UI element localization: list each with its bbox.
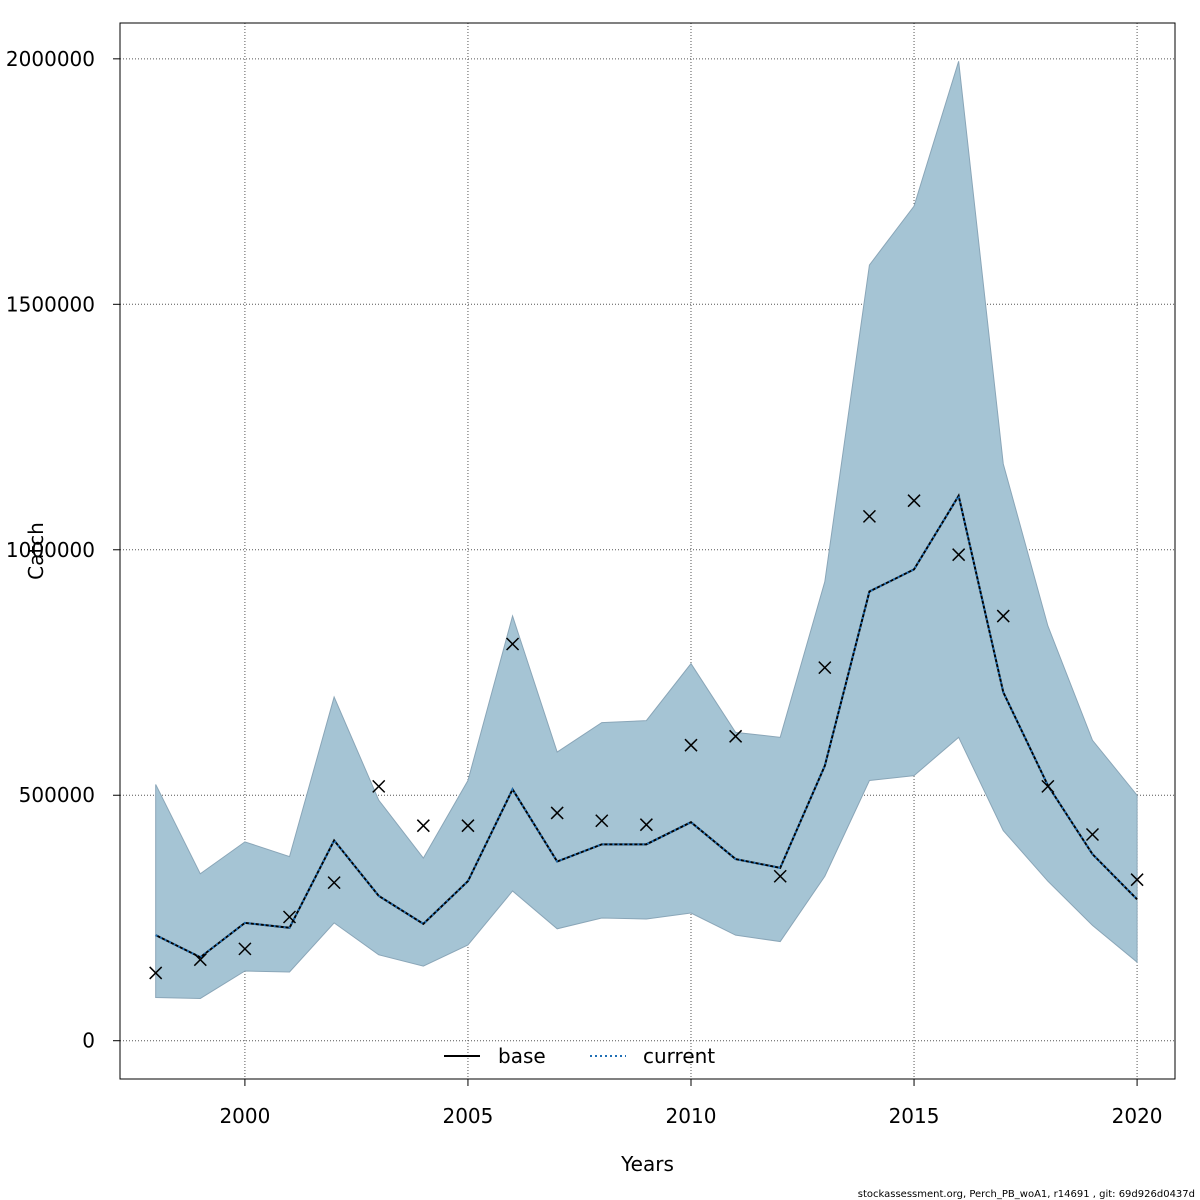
x-tick-label: 2015 xyxy=(889,1104,940,1128)
y-tick-label: 1500000 xyxy=(6,292,95,316)
observation-marker-stroke xyxy=(952,548,966,562)
observation-marker-stroke xyxy=(639,818,653,832)
observation-marker-stroke xyxy=(550,806,564,820)
observation-marker xyxy=(550,806,564,820)
y-axis: 0 500000 1000000 1500000 2000000 xyxy=(6,47,120,1053)
observation-marker-stroke xyxy=(461,819,475,833)
observation-marker-stroke xyxy=(907,494,921,508)
observation-marker-stroke xyxy=(416,819,430,833)
observation-marker xyxy=(773,869,787,883)
observation-marker-stroke xyxy=(729,729,743,743)
observation-marker-stroke xyxy=(684,738,698,752)
observation-marker-stroke xyxy=(996,609,1010,623)
x-tick-label: 2005 xyxy=(442,1104,493,1128)
observation-marker xyxy=(862,509,876,523)
y-axis-title: Catch xyxy=(24,522,48,580)
observation-marker xyxy=(149,966,163,980)
observation-marker-stroke xyxy=(818,661,832,675)
observation-marker-stroke xyxy=(1041,779,1055,793)
observation-marker xyxy=(372,779,386,793)
observation-marker-stroke xyxy=(862,509,876,523)
observation-marker xyxy=(952,548,966,562)
observation-marker xyxy=(238,942,252,956)
x-axis-title: Years xyxy=(620,1152,674,1176)
observation-marker xyxy=(1085,827,1100,842)
observation-marker xyxy=(461,819,475,833)
observation-marker xyxy=(193,953,207,967)
observation-marker xyxy=(996,609,1010,623)
observation-marker xyxy=(1041,779,1055,793)
observation-marker-stroke xyxy=(193,953,207,967)
observation-marker-stroke xyxy=(282,910,297,924)
observation-marker-stroke xyxy=(372,779,386,793)
observation-marker-stroke xyxy=(149,966,163,980)
plot-frame xyxy=(119,22,1176,1080)
series-line-current xyxy=(155,493,1138,959)
observation-marker xyxy=(729,729,743,743)
observation-marker xyxy=(282,910,297,924)
observation-marker-stroke xyxy=(595,814,609,828)
observation-marker xyxy=(506,637,520,651)
confidence-band xyxy=(155,61,1138,999)
observation-marker-stroke xyxy=(773,869,787,883)
observation-marker xyxy=(327,876,341,890)
observation-markers xyxy=(149,494,1144,980)
observation-marker xyxy=(1130,873,1144,887)
observation-marker-stroke xyxy=(1130,873,1144,887)
y-tick-label: 1000000 xyxy=(6,538,95,562)
y-tick-label: 0 xyxy=(82,1029,95,1053)
y-tick-label: 2000000 xyxy=(6,47,95,71)
observation-marker-stroke xyxy=(327,876,341,890)
observation-marker xyxy=(907,494,921,508)
y-tick-label: 500000 xyxy=(19,783,95,807)
x-tick-label: 2000 xyxy=(219,1104,270,1128)
legend-current-label: current xyxy=(643,1044,715,1068)
legend: base current xyxy=(444,1044,715,1068)
observation-marker-stroke xyxy=(1085,827,1100,842)
observation-marker xyxy=(595,814,609,828)
observation-marker-stroke xyxy=(506,637,520,651)
footer-note: stockassessment.org, Perch_PB_woA1, r146… xyxy=(858,1189,1195,1200)
x-axis: 2000 2005 2010 2015 2020 xyxy=(219,1079,1163,1128)
observation-marker xyxy=(684,738,698,752)
legend-base-label: base xyxy=(498,1044,546,1068)
observation-marker-stroke xyxy=(238,942,252,956)
observation-marker xyxy=(818,661,832,675)
series-layer xyxy=(155,493,1138,959)
x-tick-label: 2010 xyxy=(666,1104,717,1128)
observation-marker xyxy=(416,819,430,833)
observation-marker xyxy=(639,818,653,832)
x-tick-label: 2020 xyxy=(1112,1104,1163,1128)
